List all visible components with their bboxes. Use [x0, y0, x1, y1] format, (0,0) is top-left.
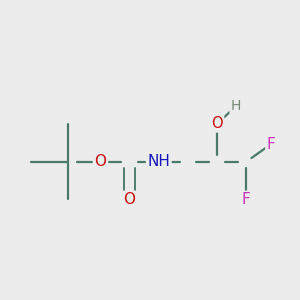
Text: NH: NH [147, 154, 170, 169]
Text: F: F [267, 137, 275, 152]
Text: H: H [231, 99, 241, 113]
Text: O: O [94, 154, 106, 169]
Text: F: F [242, 192, 250, 207]
Text: O: O [124, 192, 136, 207]
Text: O: O [211, 116, 223, 131]
